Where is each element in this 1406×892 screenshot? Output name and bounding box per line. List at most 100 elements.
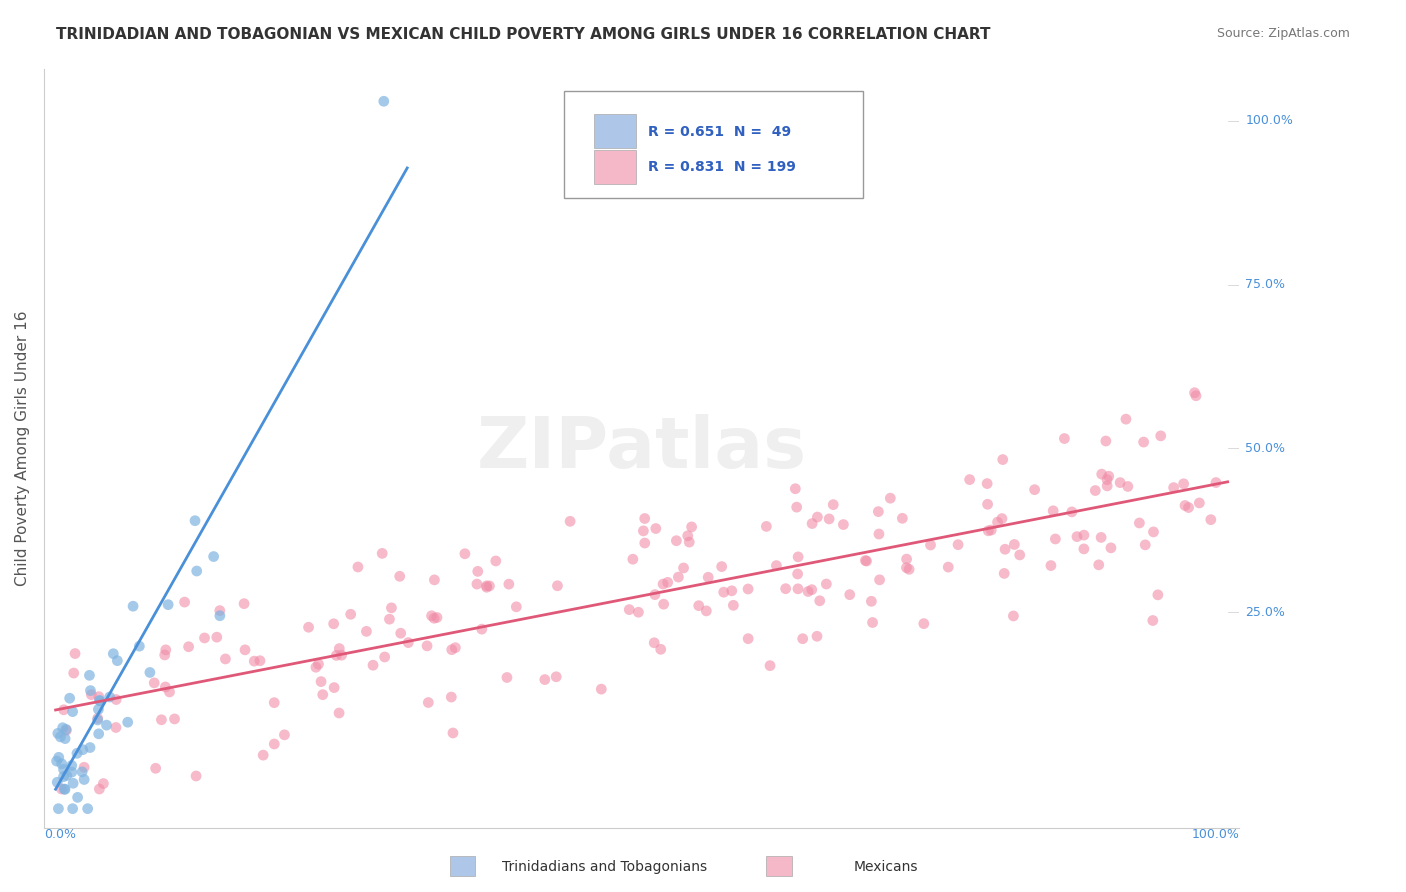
Trinidadians and Tobagonians <box>103 647 125 661</box>
Mexicans <box>153 648 176 662</box>
Trinidadians and Tobagonians <box>87 727 110 741</box>
Mexicans <box>89 782 111 797</box>
Mexicans <box>650 642 672 657</box>
Trinidadians and Tobagonians <box>96 718 118 732</box>
Mexicans <box>440 690 463 704</box>
Mexicans <box>105 692 128 706</box>
Mexicans <box>1095 479 1118 493</box>
Mexicans <box>633 524 655 538</box>
Mexicans <box>465 577 488 591</box>
Mexicans <box>818 512 841 526</box>
Mexicans <box>249 654 271 668</box>
Mexicans <box>1042 504 1064 518</box>
Mexicans <box>388 569 411 583</box>
Text: 0.0%: 0.0% <box>44 829 76 841</box>
Mexicans <box>546 670 568 684</box>
Mexicans <box>163 712 186 726</box>
Mexicans <box>1090 530 1112 544</box>
Mexicans <box>328 706 350 720</box>
Mexicans <box>1087 558 1109 572</box>
Mexicans <box>838 588 860 602</box>
Mexicans <box>678 535 700 549</box>
Trinidadians and Tobagonians <box>117 715 139 730</box>
Mexicans <box>688 599 710 613</box>
Mexicans <box>263 737 285 751</box>
Mexicans <box>534 673 557 687</box>
Mexicans <box>936 560 959 574</box>
Mexicans <box>775 582 797 596</box>
Text: Trinidadians and Tobagonians: Trinidadians and Tobagonians <box>502 860 707 874</box>
Mexicans <box>621 552 644 566</box>
Mexicans <box>205 630 228 644</box>
Mexicans <box>1163 481 1185 495</box>
Text: 100.0%: 100.0% <box>1191 829 1239 841</box>
Mexicans <box>546 579 568 593</box>
Mexicans <box>681 520 703 534</box>
Trinidadians and Tobagonians <box>56 768 79 782</box>
Bar <box>593 150 636 184</box>
Mexicans <box>273 728 295 742</box>
Text: 50.0%: 50.0% <box>1246 442 1285 455</box>
Mexicans <box>1177 500 1199 515</box>
Mexicans <box>652 577 675 591</box>
Mexicans <box>177 640 200 654</box>
Mexicans <box>420 608 443 623</box>
Mexicans <box>806 629 828 643</box>
Mexicans <box>896 560 918 574</box>
Mexicans <box>797 584 820 599</box>
Mexicans <box>475 579 498 593</box>
Mexicans <box>1091 467 1114 482</box>
Mexicans <box>786 500 808 515</box>
Mexicans <box>855 554 877 568</box>
Mexicans <box>920 538 942 552</box>
Mexicans <box>627 605 650 619</box>
Mexicans <box>478 579 501 593</box>
Mexicans <box>676 529 699 543</box>
Mexicans <box>193 631 215 645</box>
Mexicans <box>1099 541 1122 555</box>
Mexicans <box>652 597 675 611</box>
Mexicans <box>1095 473 1118 487</box>
Mexicans <box>665 533 688 548</box>
Mexicans <box>765 558 787 573</box>
Text: R = 0.651  N =  49: R = 0.651 N = 49 <box>648 125 790 138</box>
Mexicans <box>657 575 679 590</box>
Mexicans <box>155 680 177 694</box>
Trinidadians and Tobagonians <box>45 754 67 768</box>
Mexicans <box>63 647 86 661</box>
Trinidadians and Tobagonians <box>72 742 94 756</box>
Trinidadians and Tobagonians <box>79 683 101 698</box>
Mexicans <box>643 636 665 650</box>
Mexicans <box>634 536 657 550</box>
Mexicans <box>787 582 810 596</box>
Mexicans <box>93 776 115 790</box>
Mexicans <box>263 696 285 710</box>
Mexicans <box>891 511 914 525</box>
Mexicans <box>55 723 77 738</box>
Mexicans <box>416 639 439 653</box>
Mexicans <box>498 577 520 591</box>
Bar <box>450 856 475 876</box>
Mexicans <box>976 476 998 491</box>
Mexicans <box>471 622 494 636</box>
Mexicans <box>426 610 449 624</box>
Mexicans <box>233 597 256 611</box>
Trinidadians and Tobagonians <box>70 764 93 779</box>
Mexicans <box>423 611 446 625</box>
Mexicans <box>959 473 981 487</box>
Trinidadians and Tobagonians <box>62 705 84 719</box>
Mexicans <box>755 519 778 533</box>
Mexicans <box>1142 614 1164 628</box>
Mexicans <box>801 516 824 531</box>
Mexicans <box>1008 548 1031 562</box>
Trinidadians and Tobagonians <box>79 740 101 755</box>
Mexicans <box>214 652 236 666</box>
Mexicans <box>233 643 256 657</box>
Bar <box>766 856 792 876</box>
Mexicans <box>312 688 335 702</box>
Mexicans <box>396 635 419 649</box>
Mexicans <box>1039 558 1062 573</box>
Mexicans <box>1060 505 1083 519</box>
Trinidadians and Tobagonians <box>55 723 77 737</box>
Mexicans <box>467 565 489 579</box>
